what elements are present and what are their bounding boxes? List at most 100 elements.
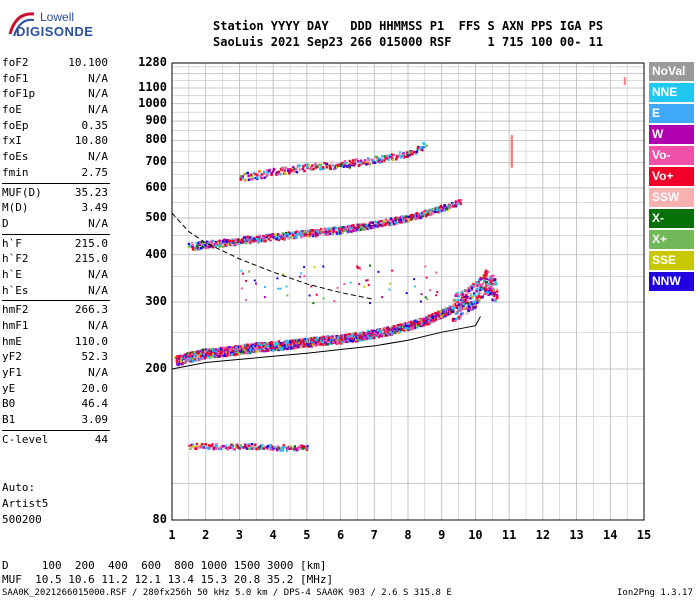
echo-point	[269, 171, 272, 175]
legend-item-ssw: SSW	[649, 188, 694, 207]
echo-point	[235, 348, 239, 351]
echo-point	[380, 219, 383, 223]
echo-point	[218, 447, 221, 450]
echo-point	[476, 296, 479, 300]
echo-point	[330, 161, 333, 164]
echo-point	[197, 445, 201, 449]
echo-point	[266, 342, 269, 346]
echo-point	[455, 306, 459, 309]
echo-point	[214, 245, 217, 248]
echo-point	[315, 341, 318, 344]
echo-point	[287, 347, 291, 350]
echo-point	[341, 231, 344, 234]
echo-point	[261, 239, 264, 243]
echo-point	[430, 315, 433, 318]
echo-point	[218, 240, 222, 243]
echo-point	[212, 348, 215, 351]
echo-point	[316, 342, 319, 346]
echo-point	[254, 345, 257, 348]
echo-point	[429, 317, 433, 321]
echo-point	[402, 219, 405, 223]
echo-point	[209, 244, 212, 248]
echo-point	[205, 348, 209, 352]
echo-point	[225, 243, 229, 246]
echo-point	[267, 346, 271, 349]
echo-point	[212, 245, 215, 249]
echo-point	[415, 211, 419, 215]
echo-point	[298, 343, 302, 346]
echo-point	[441, 314, 444, 318]
echo-point	[351, 337, 355, 340]
echo-point	[297, 344, 301, 347]
echo-point	[374, 334, 377, 337]
echo-point	[443, 310, 446, 313]
echo-point	[466, 292, 470, 295]
echo-point	[467, 302, 470, 305]
echo-point	[190, 351, 193, 355]
echo-point	[197, 446, 200, 449]
param-row: B0 46.4	[2, 397, 110, 413]
echo-point	[309, 344, 313, 347]
echo-point	[369, 334, 372, 337]
echo-point	[198, 351, 201, 354]
echo-point	[328, 164, 331, 167]
echo-point	[313, 266, 316, 269]
echo-point	[237, 242, 240, 245]
echo-point	[370, 336, 373, 340]
echo-point	[295, 230, 299, 233]
echo-point	[429, 213, 433, 216]
echo-point	[403, 325, 406, 328]
echo-point	[243, 346, 246, 349]
echo-point	[456, 298, 459, 302]
echo-point	[487, 291, 490, 295]
echo-point	[401, 325, 405, 329]
autoscale-line1: Auto:	[2, 481, 36, 494]
echo-point	[367, 332, 370, 335]
echo-point	[395, 324, 399, 328]
echo-point	[449, 306, 453, 309]
echo-point	[335, 231, 339, 234]
echo-point	[426, 321, 430, 325]
echo-point	[197, 355, 200, 358]
echo-point	[455, 302, 458, 306]
echo-point	[252, 347, 255, 351]
echo-point	[217, 352, 221, 355]
echo-point	[227, 240, 231, 243]
footer-d-row: D 100 200 400 600 800 1000 1500 3000 [km…	[2, 559, 327, 572]
echo-point	[404, 322, 408, 325]
echo-point	[398, 326, 402, 329]
echo-point	[253, 343, 257, 346]
echo-point	[296, 339, 299, 342]
echo-point	[271, 448, 275, 451]
echo-point	[366, 224, 369, 227]
echo-point	[234, 348, 238, 351]
echo-point	[262, 238, 265, 242]
echo-point	[360, 332, 363, 336]
echo-point	[256, 343, 260, 347]
echo-point	[385, 327, 388, 331]
echo-point	[181, 363, 184, 366]
echo-point	[445, 308, 448, 311]
echo-point	[288, 347, 292, 350]
echo-point	[430, 318, 433, 322]
parameters-panel: foF2 10.100 foF1 N/A foF1p N/A foE N/A foEp 0.35 f…	[2, 56, 110, 449]
echo-point	[229, 346, 232, 349]
echo-point	[456, 291, 459, 295]
echo-point	[248, 348, 252, 351]
echo-point	[417, 145, 420, 149]
echo-point	[472, 292, 476, 295]
echo-point	[312, 230, 316, 233]
echo-point	[175, 356, 178, 359]
param-row: C-level 44	[2, 433, 110, 449]
echo-point	[286, 447, 289, 450]
echo-point	[394, 158, 398, 161]
echo-point	[340, 339, 344, 342]
echo-point	[194, 245, 197, 249]
echo-point	[308, 229, 312, 233]
echo-point	[277, 238, 281, 242]
echo-point	[310, 168, 313, 171]
echo-point	[396, 328, 400, 332]
echo-point	[229, 444, 233, 447]
echo-point	[388, 223, 391, 226]
echo-point	[245, 238, 249, 241]
